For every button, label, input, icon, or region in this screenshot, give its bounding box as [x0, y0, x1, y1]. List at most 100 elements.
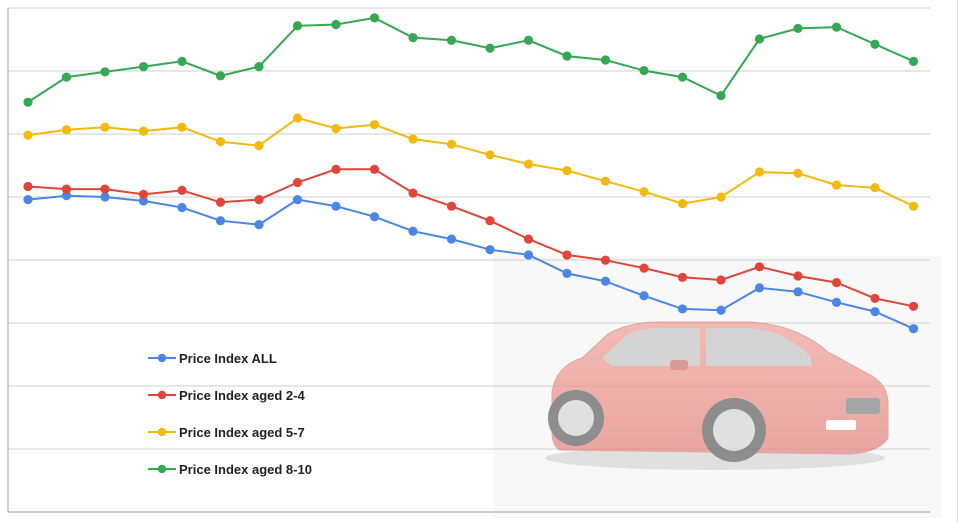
data-point-price-index-aged-2-4 [793, 271, 803, 281]
data-point-price-index-aged-5-7 [793, 168, 803, 178]
legend-label: Price Index aged 5-7 [179, 425, 305, 440]
data-point-price-index-aged-5-7 [369, 119, 380, 130]
legend-label: Price Index ALL [179, 351, 277, 366]
data-point-price-index-aged-2-4 [177, 185, 187, 196]
legend-item-price-index-aged-8-10: Price Index aged 8-10 [148, 462, 312, 477]
data-point-price-index-aged-8-10 [754, 34, 765, 44]
data-point-price-index-all [254, 220, 264, 230]
data-point-price-index-aged-5-7 [23, 130, 33, 140]
data-point-price-index-all [369, 212, 380, 222]
data-point-price-index-all [292, 195, 303, 205]
data-point-price-index-all [485, 245, 495, 255]
data-point-price-index-all [23, 195, 33, 205]
data-point-price-index-aged-2-4 [600, 255, 611, 265]
data-point-price-index-aged-2-4 [215, 197, 226, 207]
hatchback-car-photo [545, 321, 889, 470]
data-point-price-index-aged-8-10 [138, 62, 149, 72]
data-point-price-index-aged-8-10 [254, 62, 264, 72]
data-point-price-index-aged-5-7 [716, 192, 726, 202]
data-point-price-index-all [870, 306, 880, 317]
data-point-price-index-all [754, 283, 765, 293]
data-point-price-index-aged-5-7 [754, 167, 765, 177]
data-point-price-index-all [716, 305, 726, 315]
data-point-price-index-aged-5-7 [100, 122, 110, 132]
data-point-price-index-aged-8-10 [292, 21, 303, 31]
data-point-price-index-aged-2-4 [485, 216, 495, 226]
data-point-price-index-aged-8-10 [793, 23, 803, 34]
data-point-price-index-aged-2-4 [292, 177, 303, 188]
data-point-price-index-aged-2-4 [408, 188, 418, 198]
legend-swatch-marker [157, 353, 167, 363]
data-point-price-index-aged-5-7 [677, 198, 688, 209]
data-point-price-index-all [100, 192, 110, 202]
legend-item-price-index-all: Price Index ALL [148, 351, 277, 366]
legend: Price Index ALL Price Index aged 2-4 Price… [148, 351, 312, 477]
data-point-price-index-aged-2-4 [523, 234, 534, 244]
data-point-price-index-aged-2-4 [562, 250, 572, 260]
data-point-price-index-aged-5-7 [331, 123, 341, 134]
data-point-price-index-aged-2-4 [677, 272, 688, 282]
data-point-price-index-aged-5-7 [254, 141, 264, 151]
data-point-price-index-all [177, 202, 187, 213]
data-point-price-index-aged-5-7 [639, 187, 649, 197]
legend-swatch-marker [157, 427, 167, 437]
data-point-price-index-aged-8-10 [61, 72, 72, 82]
data-point-price-index-aged-8-10 [600, 55, 611, 65]
data-point-price-index-aged-2-4 [870, 293, 880, 303]
data-point-price-index-aged-5-7 [870, 183, 880, 193]
data-point-price-index-all [793, 287, 803, 297]
data-point-price-index-aged-8-10 [639, 65, 649, 76]
legend-item-price-index-aged-2-4: Price Index aged 2-4 [148, 388, 305, 403]
data-point-price-index-aged-5-7 [831, 180, 842, 190]
data-point-price-index-aged-8-10 [677, 72, 688, 82]
data-point-price-index-aged-5-7 [485, 150, 495, 160]
data-point-price-index-aged-2-4 [138, 189, 149, 199]
data-point-price-index-all [408, 226, 418, 236]
data-point-price-index-aged-5-7 [562, 166, 572, 176]
data-point-price-index-all [562, 268, 572, 278]
data-point-price-index-aged-8-10 [408, 33, 418, 43]
legend-swatch-marker [157, 464, 167, 474]
data-point-price-index-aged-2-4 [23, 181, 33, 192]
data-point-price-index-aged-8-10 [446, 35, 457, 45]
data-point-price-index-aged-2-4 [754, 262, 765, 272]
data-point-price-index-aged-5-7 [138, 126, 149, 136]
data-point-price-index-aged-8-10 [23, 97, 33, 107]
data-point-price-index-aged-2-4 [908, 301, 919, 311]
series-line-price-index-aged-5-7 [27, 116, 914, 208]
data-point-price-index-aged-8-10 [716, 90, 726, 101]
data-point-price-index-aged-5-7 [523, 159, 534, 169]
data-point-price-index-all [331, 201, 341, 211]
legend-label: Price Index aged 8-10 [179, 462, 312, 477]
data-point-price-index-aged-5-7 [215, 137, 226, 147]
data-point-price-index-all [639, 291, 649, 301]
data-point-price-index-aged-5-7 [61, 125, 72, 135]
data-point-price-index-aged-5-7 [177, 122, 187, 132]
series-line-price-index-aged-8-10 [27, 16, 914, 104]
data-point-price-index-aged-2-4 [61, 184, 72, 194]
data-point-price-index-aged-8-10 [215, 71, 226, 81]
data-point-price-index-aged-8-10 [100, 67, 110, 77]
legend-swatch-marker [157, 390, 167, 400]
series-line-price-index-aged-2-4 [27, 168, 914, 308]
data-point-price-index-aged-8-10 [831, 22, 842, 32]
data-point-price-index-aged-8-10 [485, 43, 495, 53]
data-point-price-index-aged-8-10 [908, 56, 919, 66]
data-point-price-index-aged-5-7 [600, 176, 611, 186]
data-point-price-index-aged-5-7 [446, 139, 457, 149]
data-point-price-index-aged-5-7 [292, 113, 303, 123]
data-point-price-index-aged-2-4 [331, 164, 341, 174]
data-point-price-index-all [138, 196, 149, 206]
data-point-price-index-aged-8-10 [523, 35, 534, 45]
data-point-price-index-aged-2-4 [716, 275, 726, 285]
data-point-price-index-all [600, 276, 611, 286]
data-point-price-index-all [677, 304, 688, 314]
data-point-price-index-aged-2-4 [446, 201, 457, 211]
data-point-price-index-aged-2-4 [369, 164, 380, 174]
series-line-price-index-all [27, 194, 914, 330]
data-point-price-index-all [831, 297, 842, 307]
data-point-price-index-all [215, 216, 226, 226]
data-point-price-index-all [446, 234, 457, 244]
data-point-price-index-aged-8-10 [369, 13, 380, 23]
